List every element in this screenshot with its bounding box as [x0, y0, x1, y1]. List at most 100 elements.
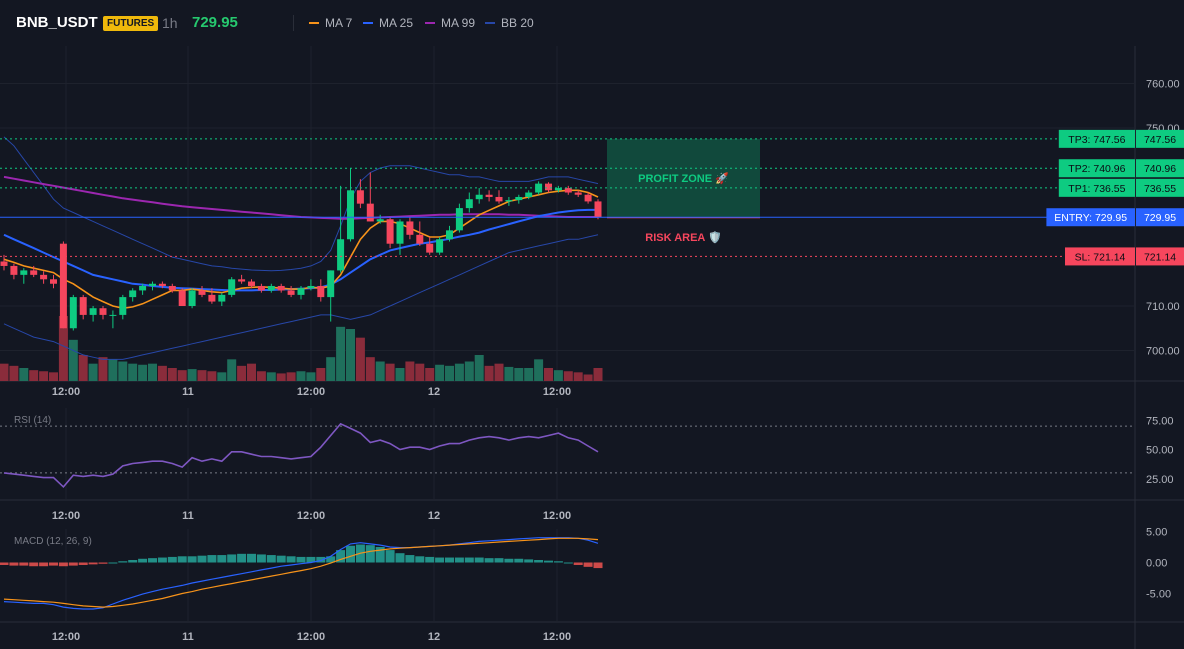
macd-tick-label: -5.00 — [1146, 589, 1171, 601]
legend-bb20-label: BB 20 — [501, 16, 534, 30]
candle-body — [149, 283, 156, 286]
volume-bar — [544, 368, 553, 381]
candle-body — [119, 297, 127, 315]
header-divider — [293, 15, 294, 31]
legend-ma99[interactable]: MA 99 — [425, 16, 475, 30]
candle-body — [525, 192, 533, 197]
macd-histogram-bar — [256, 554, 266, 563]
level-tag — [1058, 159, 1135, 178]
time-tick-label: 12:00 — [297, 510, 325, 522]
volume-bar — [157, 365, 167, 381]
macd-histogram-bar — [138, 558, 148, 563]
level-tag-label: SL: 721.14 — [1075, 251, 1126, 263]
macd-histogram-bar — [504, 558, 514, 563]
level-tag-label: TP3: 747.56 — [1068, 134, 1125, 146]
risk-zone-label: RISK AREA 🛡️ — [645, 231, 721, 244]
candle-body — [317, 285, 325, 298]
bb-upper-line — [3, 136, 599, 272]
level-axis-tag — [1136, 247, 1184, 266]
volume-bar — [187, 369, 197, 381]
macd-histogram-bar — [177, 556, 187, 563]
volume-bar — [336, 326, 346, 381]
volume-bar — [266, 372, 276, 381]
time-tick-label: 12 — [428, 386, 440, 398]
volume-bar — [108, 359, 118, 381]
volume-bar — [415, 363, 425, 381]
macd-histogram-bar — [553, 561, 563, 563]
time-tick-label: 12:00 — [543, 510, 571, 522]
volume-bar — [534, 359, 544, 381]
legend-bb20[interactable]: BB 20 — [485, 16, 534, 30]
candle-body — [495, 196, 503, 202]
macd-histogram-bar — [276, 555, 286, 563]
time-tick-label: 12 — [428, 510, 440, 522]
candle-body — [69, 297, 77, 329]
level-axis-tag — [1136, 129, 1184, 148]
symbol-name[interactable]: BNB_USDT — [16, 14, 98, 31]
legend-ma25[interactable]: MA 25 — [363, 16, 413, 30]
macd-histogram-bar — [266, 555, 276, 563]
candle-body — [188, 290, 196, 306]
candle-body — [436, 239, 444, 253]
level-axis-label: 736.55 — [1144, 183, 1176, 195]
volume-bar — [454, 363, 464, 381]
candle-body — [386, 219, 394, 244]
candle-body — [356, 190, 364, 204]
candle-body — [178, 290, 186, 306]
level-axis-tag — [1136, 178, 1184, 197]
macd-histogram-bar — [197, 555, 207, 563]
volume-bar — [484, 365, 494, 381]
macd-histogram-bar — [573, 562, 583, 565]
macd-histogram-bar — [494, 558, 504, 563]
bb-lower-line — [3, 234, 599, 360]
volume-bar — [118, 361, 128, 381]
candle-body — [574, 192, 582, 195]
volume-bar — [98, 357, 108, 381]
candle-body — [238, 279, 246, 282]
candle-body — [129, 290, 137, 298]
macd-histogram-bar — [0, 562, 9, 565]
timeframe-label[interactable]: 1h — [162, 15, 178, 31]
macd-pane-label: MACD (12, 26, 9) — [14, 536, 92, 547]
volume-bar — [375, 361, 385, 381]
candle-body — [545, 183, 552, 191]
price-tick-label: 710.00 — [1146, 301, 1180, 313]
macd-histogram-bar — [484, 558, 494, 563]
candle-body — [426, 243, 434, 253]
volume-bar — [425, 368, 435, 381]
volume-bar — [355, 337, 365, 381]
level-tag-label: TP2: 740.96 — [1068, 163, 1125, 175]
volume-bar — [39, 371, 49, 381]
rsi-tick-label: 25.00 — [1146, 474, 1174, 486]
volume-bar — [553, 370, 563, 381]
ma7-swatch — [309, 22, 319, 24]
legend-ma7[interactable]: MA 7 — [309, 16, 352, 30]
volume-bar — [19, 368, 29, 381]
macd-histogram-bar — [336, 550, 346, 563]
time-tick-label: 11 — [182, 510, 194, 522]
macd-histogram-bar — [385, 550, 395, 563]
macd-histogram-bar — [9, 562, 19, 566]
volume-bar — [435, 364, 445, 381]
candle-body — [139, 285, 147, 291]
candle-body — [59, 243, 67, 329]
candle-body — [10, 265, 18, 275]
time-tick-label: 12:00 — [543, 386, 571, 398]
volume-bar — [286, 372, 296, 381]
macd-histogram-bar — [88, 562, 98, 565]
macd-histogram-bar — [39, 562, 49, 567]
macd-histogram-bar — [346, 545, 355, 563]
volume-bar — [237, 365, 247, 381]
time-tick-label: 12:00 — [52, 631, 80, 643]
volume-bar — [326, 357, 336, 381]
macd-histogram-bar — [425, 556, 435, 563]
macd-histogram-bar — [563, 562, 573, 564]
volume-bar — [494, 363, 504, 381]
macd-histogram-bar — [593, 562, 603, 569]
candle-body — [406, 221, 414, 235]
candle-body — [505, 200, 513, 202]
macd-histogram-bar — [128, 560, 138, 563]
time-tick-label: 12:00 — [52, 510, 80, 522]
macd-histogram-bar — [296, 556, 306, 563]
